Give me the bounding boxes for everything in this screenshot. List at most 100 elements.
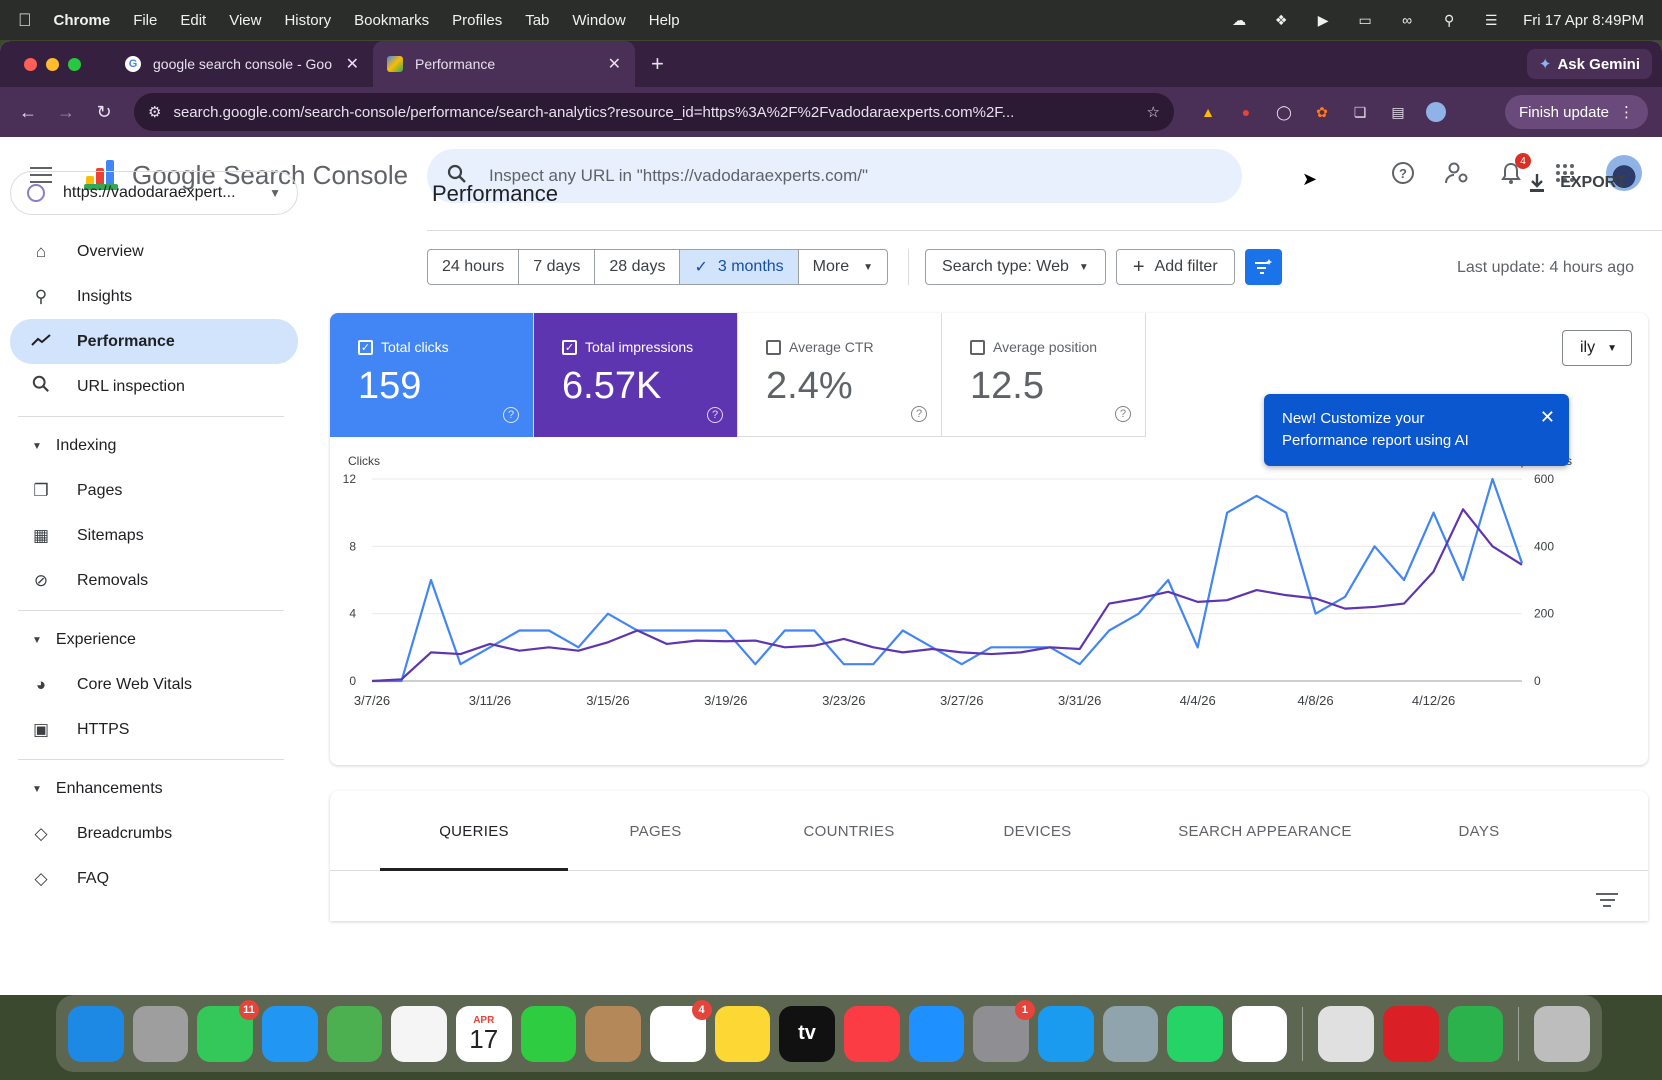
vscode-icon[interactable] bbox=[1231, 1005, 1288, 1062]
preview-icon[interactable] bbox=[1102, 1005, 1159, 1062]
search-type-filter[interactable]: Search type: Web ▼ bbox=[925, 249, 1106, 285]
sidebar-group-enhancements[interactable]: ▼ Enhancements bbox=[10, 767, 298, 811]
sidebar-item-pages[interactable]: ❐ Pages bbox=[10, 468, 298, 513]
help-icon[interactable]: ? bbox=[707, 407, 723, 423]
range-3-months[interactable]: ✓ 3 months bbox=[680, 250, 799, 284]
orange-extension-icon[interactable]: ✿ bbox=[1316, 103, 1328, 120]
checkbox-checked-icon[interactable]: ✓ bbox=[358, 339, 373, 355]
tab-countries[interactable]: COUNTRIES bbox=[803, 822, 895, 840]
pokeball-extension-icon[interactable]: ● bbox=[1241, 104, 1251, 120]
export-button[interactable]: EXPORT bbox=[1528, 173, 1626, 193]
music-icon[interactable] bbox=[843, 1005, 900, 1062]
url-text[interactable]: search.google.com/search-console/perform… bbox=[173, 103, 1015, 121]
search-placeholder[interactable]: Inspect any URL in "https://vadodaraexpe… bbox=[489, 166, 869, 185]
chrome-icon[interactable] bbox=[1318, 1005, 1375, 1062]
table-filter-icon[interactable] bbox=[1596, 889, 1618, 911]
dropbox-icon[interactable]: ❖ bbox=[1274, 11, 1288, 28]
apple-icon[interactable]:  bbox=[18, 10, 32, 31]
checkbox-unchecked-icon[interactable] bbox=[766, 339, 781, 355]
search-console-logo[interactable]: Google Search Console bbox=[84, 158, 408, 192]
range-7-days[interactable]: 7 days bbox=[519, 250, 596, 284]
sidebar-item-overview[interactable]: ⌂ Overview bbox=[10, 229, 298, 274]
tab-days[interactable]: DAYS bbox=[1458, 822, 1500, 840]
play-icon[interactable]: ▶ bbox=[1317, 11, 1329, 28]
metric-total-impressions[interactable]: ✓ Total impressions 6.57K ? bbox=[534, 313, 738, 437]
back-icon[interactable]: ← bbox=[19, 101, 37, 122]
menu-tab[interactable]: Tab bbox=[511, 11, 549, 29]
tab-search-appearance[interactable]: SEARCH APPEARANCE bbox=[1178, 822, 1352, 840]
reload-icon[interactable]: ↻ bbox=[96, 101, 112, 122]
sidebar-item-insights[interactable]: ⚲ Insights bbox=[10, 274, 298, 319]
sidebar-item-https[interactable]: ▣ HTTPS bbox=[10, 707, 298, 752]
main-menu-icon[interactable] bbox=[30, 162, 52, 188]
app-store-icon[interactable] bbox=[908, 1005, 965, 1062]
system-settings-icon[interactable]: 1 bbox=[973, 999, 1035, 1062]
user-settings-icon[interactable] bbox=[1444, 160, 1470, 186]
sidebar-group-experience[interactable]: ▼ Experience bbox=[10, 618, 298, 662]
help-icon[interactable]: ? bbox=[503, 407, 519, 423]
menu-edit[interactable]: Edit bbox=[166, 11, 206, 29]
menu-help[interactable]: Help bbox=[635, 11, 680, 29]
forward-icon[interactable]: → bbox=[57, 101, 75, 122]
help-icon[interactable]: ? bbox=[1390, 160, 1416, 186]
checkbox-unchecked-icon[interactable] bbox=[970, 339, 985, 355]
notifications-bell-icon[interactable]: 4 bbox=[1498, 153, 1531, 186]
help-icon[interactable]: ? bbox=[1115, 406, 1131, 422]
notes-icon[interactable] bbox=[714, 1005, 771, 1062]
new-tab-button[interactable]: + bbox=[651, 51, 664, 76]
menu-history[interactable]: History bbox=[270, 11, 331, 29]
finder-icon[interactable] bbox=[68, 1005, 124, 1062]
browser-tab-google[interactable]: G google search console - Goo ✕ bbox=[111, 41, 373, 87]
spotlight-search-icon[interactable]: ⚲ bbox=[1443, 11, 1455, 28]
browser-tab-performance[interactable]: Performance ✕ bbox=[373, 41, 635, 87]
finish-update-button[interactable]: Finish update ⋮ bbox=[1504, 95, 1648, 129]
close-icon[interactable]: ✕ bbox=[1539, 407, 1555, 427]
sidebar-item-removals[interactable]: ⊘ Removals bbox=[10, 558, 298, 603]
close-tab-icon[interactable]: ✕ bbox=[345, 56, 359, 73]
menu-view[interactable]: View bbox=[215, 11, 261, 29]
numbers-icon[interactable] bbox=[1447, 1005, 1504, 1062]
creative-cloud-icon[interactable] bbox=[1383, 1005, 1439, 1062]
sidebar-item-breadcrumbs[interactable]: ◇ Breadcrumbs bbox=[10, 811, 298, 856]
url-inspect-search[interactable]: Inspect any URL in "https://vadodaraexpe… bbox=[427, 149, 1242, 203]
analytics-extension-icon[interactable]: ▲ bbox=[1201, 104, 1215, 120]
link-icon[interactable]: ∞ bbox=[1402, 12, 1413, 28]
contacts-icon[interactable] bbox=[585, 1005, 641, 1062]
whatsapp-icon[interactable] bbox=[1167, 1005, 1223, 1062]
creative-cloud-status-icon[interactable]: ☁ bbox=[1232, 11, 1247, 28]
menu-bookmarks[interactable]: Bookmarks bbox=[340, 11, 429, 29]
help-icon[interactable]: ? bbox=[911, 406, 927, 422]
granularity-dropdown[interactable]: ily ▼ bbox=[1562, 330, 1632, 366]
messages-icon[interactable]: 11 bbox=[197, 999, 259, 1062]
mouse-extension-icon[interactable]: ◯ bbox=[1276, 103, 1292, 120]
sidebar-item-sitemaps[interactable]: ▦ Sitemaps bbox=[10, 513, 298, 558]
tab-pages[interactable]: PAGES bbox=[629, 822, 682, 840]
photos-icon[interactable] bbox=[391, 1005, 447, 1062]
checkbox-checked-icon[interactable]: ✓ bbox=[562, 339, 577, 355]
menu-file[interactable]: File bbox=[119, 11, 157, 29]
sidebar-item-performance[interactable]: Performance bbox=[10, 319, 298, 364]
ai-customize-icon[interactable] bbox=[1244, 249, 1282, 285]
battery-icon[interactable]: ▭ bbox=[1358, 11, 1372, 28]
menu-window[interactable]: Window bbox=[558, 11, 625, 29]
mail-icon[interactable] bbox=[261, 1005, 318, 1062]
calendar-icon[interactable]: APR 17 bbox=[455, 1005, 512, 1062]
launchpad-icon[interactable] bbox=[132, 1005, 189, 1062]
ask-gemini-button[interactable]: ✦ Ask Gemini bbox=[1526, 49, 1652, 79]
bookmark-star-icon[interactable]: ☆ bbox=[1146, 104, 1160, 121]
tab-queries[interactable]: QUERIES bbox=[380, 791, 568, 871]
close-window-button[interactable] bbox=[24, 57, 37, 71]
property-selector[interactable]: https://vadodaraexpert... ▼ bbox=[10, 171, 298, 215]
address-bar[interactable]: ⚙ search.google.com/search-console/perfo… bbox=[134, 93, 1174, 131]
sidebar-group-indexing[interactable]: ▼ Indexing bbox=[10, 424, 298, 468]
range-28-days[interactable]: 28 days bbox=[595, 250, 681, 284]
tab-devices[interactable]: DEVICES bbox=[1003, 822, 1072, 840]
metric-average-ctr[interactable]: Average CTR 2.4% ? bbox=[738, 313, 942, 437]
metric-average-position[interactable]: Average position 12.5 ? bbox=[942, 313, 1146, 437]
range-24-hours[interactable]: 24 hours bbox=[428, 250, 520, 284]
site-info-icon[interactable]: ⚙ bbox=[148, 104, 162, 121]
menu-profiles[interactable]: Profiles bbox=[438, 11, 502, 29]
profile-icon[interactable] bbox=[1426, 102, 1446, 122]
menu-clock[interactable]: Fri 17 Apr 8:49PM bbox=[1523, 11, 1644, 29]
maximize-window-button[interactable] bbox=[68, 57, 81, 71]
